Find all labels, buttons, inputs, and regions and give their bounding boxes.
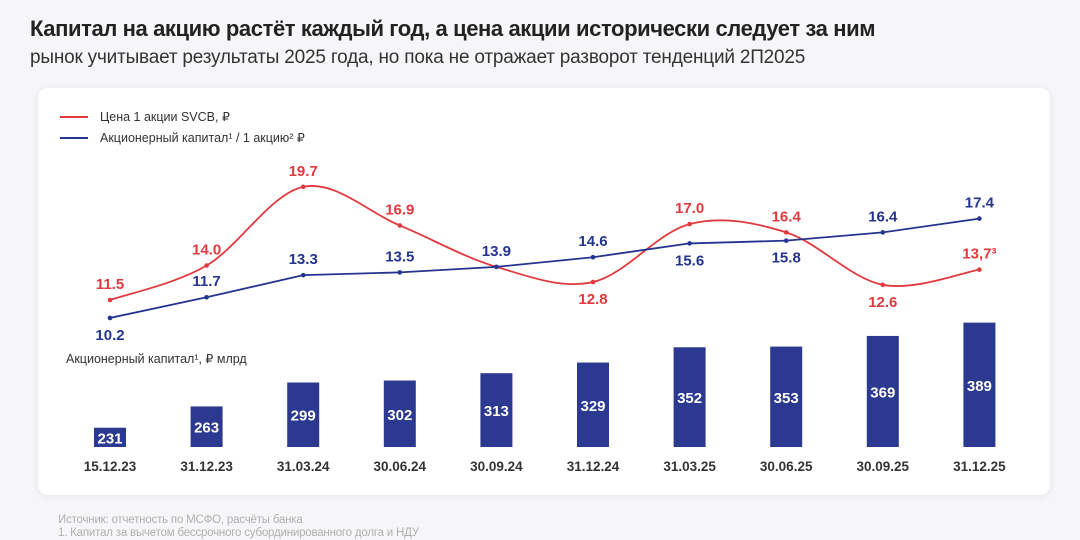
- data-label: 11.5: [96, 276, 124, 293]
- data-point: [204, 263, 209, 268]
- data-label: 14.0: [192, 242, 221, 259]
- bar: [287, 382, 320, 447]
- bar-value-label: 352: [677, 390, 702, 407]
- data-point: [204, 294, 209, 300]
- x-tick-label: 30.09.25: [857, 459, 910, 474]
- x-tick-label: 31.03.24: [277, 459, 330, 474]
- bar: [480, 373, 513, 447]
- bar-value-label: 369: [870, 384, 895, 401]
- data-point: [880, 282, 886, 288]
- x-tick-label: 31.03.25: [663, 459, 716, 474]
- data-point: [300, 272, 306, 278]
- bar: [190, 406, 223, 447]
- data-point: [300, 184, 306, 190]
- series-line: [109, 217, 980, 319]
- bar: [673, 347, 706, 447]
- bar-value-label: 302: [387, 407, 412, 424]
- data-label: 10.2: [95, 327, 124, 344]
- data-point: [107, 315, 113, 321]
- bar-value-label: 263: [194, 420, 219, 437]
- data-label: 13.9: [482, 243, 511, 260]
- bar: [383, 380, 416, 447]
- bar: [963, 322, 996, 447]
- data-point: [590, 254, 596, 260]
- data-label: 13,7³: [962, 246, 996, 263]
- data-label: 16.4: [868, 208, 898, 225]
- data-label: 13.3: [289, 251, 318, 268]
- data-label: 12.6: [868, 294, 897, 311]
- data-label: 14.6: [578, 233, 607, 250]
- bar-value-label: 353: [774, 390, 799, 407]
- data-point: [107, 297, 113, 303]
- bar-value-label: 313: [484, 403, 509, 420]
- bar-value-label: 389: [967, 378, 992, 395]
- source-note: Источник: отчетность по МСФО, расчёты ба…: [58, 514, 303, 526]
- data-point: [977, 267, 982, 272]
- bar: [577, 362, 609, 447]
- data-label: 16.4: [772, 208, 802, 225]
- data-point: [783, 230, 789, 235]
- x-tick-label: 31.12.23: [180, 459, 233, 474]
- data-label: 17.0: [675, 200, 704, 217]
- bar: [866, 335, 899, 447]
- data-point: [590, 279, 596, 285]
- data-label: 13.5: [385, 248, 414, 265]
- x-tick-label: 15.12.23: [84, 459, 137, 474]
- data-point: [494, 264, 499, 270]
- data-label: 15.6: [675, 252, 704, 269]
- data-label: 15.8: [772, 250, 801, 267]
- x-tick-label: 31.12.24: [567, 459, 620, 474]
- page-title: Капитал на акцию растёт каждый год, а це…: [30, 16, 876, 41]
- data-point: [687, 221, 692, 227]
- page-subtitle: рынок учитывает результаты 2025 года, но…: [30, 47, 806, 68]
- bar-value-label: 299: [291, 408, 316, 425]
- x-tick-label: 30.06.24: [374, 459, 427, 474]
- bar-value-label: 329: [580, 398, 605, 415]
- data-label: 11.7: [192, 273, 220, 290]
- data-point: [397, 270, 403, 275]
- bar-value-label: 231: [97, 430, 122, 447]
- data-label: 19.7: [289, 163, 318, 180]
- x-tick-label: 30.09.24: [470, 459, 523, 474]
- data-point: [397, 223, 403, 228]
- data-label: 17.4: [965, 195, 995, 212]
- bar: [94, 427, 126, 447]
- x-tick-label: 31.12.25: [953, 459, 1006, 474]
- data-label: 12.8: [578, 291, 607, 308]
- data-point: [783, 238, 789, 243]
- data-point: [880, 230, 886, 235]
- legend-label: Цена 1 акции SVCB, ₽: [100, 110, 230, 124]
- bar: [770, 346, 803, 447]
- bar-series-label: Акционерный капитал¹, ₽ млрд: [66, 352, 247, 366]
- x-tick-label: 30.06.25: [760, 459, 813, 474]
- data-point: [687, 241, 692, 246]
- series-line: [109, 185, 980, 301]
- legend-label: Акционерный капитал¹ / 1 акцию² ₽: [100, 131, 305, 145]
- data-point: [977, 216, 982, 221]
- data-label: 16.9: [385, 201, 414, 218]
- footnote-1: 1. Капитал за вычетом бессрочного суборд…: [58, 527, 419, 539]
